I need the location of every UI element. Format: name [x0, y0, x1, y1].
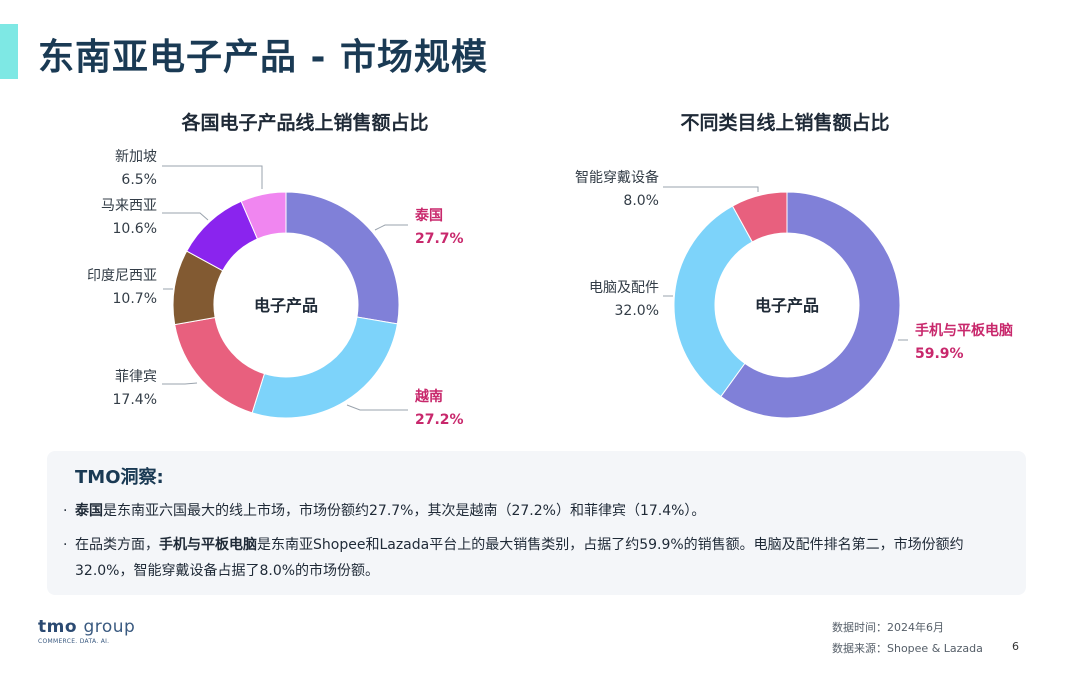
chart1-title: 各国电子产品线上销售额占比 [181, 112, 429, 134]
slice-category-label: 手机与平板电脑 [915, 322, 1013, 339]
bullet-dot: · [63, 503, 68, 519]
slice-value-label: 8.0% [623, 193, 659, 209]
logo-group: group [83, 617, 136, 637]
leader-line [162, 165, 263, 189]
donut-slice-电脑及配件 [673, 205, 753, 398]
data-time-note: 数据时间：2024年6月 [832, 621, 944, 634]
donut-slice-越南 [251, 316, 398, 419]
donut-charts: 电子产品 泰国 27.7% 越南 27.2% 菲律宾 17.4% 印度尼西亚 10.7% 马来西亚… [87, 149, 1013, 428]
slice-value-label: 10.6% [113, 221, 157, 237]
slice-category-label: 泰国 [414, 207, 443, 224]
donut-center-label: 电子产品 [254, 296, 318, 315]
slice-category-label: 菲律宾 [115, 369, 157, 385]
title-accent-bar [0, 24, 18, 79]
insight-bullet: · 泰国是东南亚六国最大的线上市场，市场份额约27.7%，其次是越南（27.2%… [63, 498, 1013, 524]
insight-text: 是东南亚Shopee和Lazada平台上的最大销售类别，占据了约59.9%的销售… [75, 537, 964, 579]
slice-category-label: 越南 [414, 388, 443, 405]
insight-title: TMO洞察: [75, 467, 164, 488]
slice-value-label: 10.7% [113, 291, 157, 307]
page-number: 6 [1012, 640, 1019, 653]
donut-slice-新加坡 [240, 191, 287, 240]
slice-value-label: 27.2% [415, 412, 464, 428]
insight-text: 是东南亚六国最大的线上市场，市场份额约27.7%，其次是越南（27.2%）和菲律… [103, 503, 706, 519]
slice-category-label: 电脑及配件 [589, 280, 659, 296]
chart2-title: 不同类目线上销售额占比 [680, 112, 890, 134]
donut-slice-智能穿戴设备 [731, 191, 788, 243]
logo-tmo: tmo [38, 617, 78, 637]
donut-center-label: 电子产品 [755, 296, 819, 315]
leader-line [374, 224, 408, 231]
donut-slice-泰国 [285, 191, 400, 325]
slice-category-label: 马来西亚 [101, 198, 157, 214]
insight-text: 在品类方面， [75, 537, 159, 553]
insight-bullet: · 在品类方面，手机与平板电脑是东南亚Shopee和Lazada平台上的最大销售… [63, 532, 1013, 584]
logo-tagline: COMMERCE. DATA. AI. [38, 638, 110, 645]
donut-slice-菲律宾 [174, 316, 266, 414]
leader-line [663, 186, 759, 192]
tmo-logo: tmo group COMMERCE. DATA. AI. [38, 617, 135, 645]
leader-line [346, 404, 408, 411]
slice-value-label: 27.7% [415, 231, 464, 247]
insight-keyword: 泰国 [75, 503, 103, 519]
slice-value-label: 6.5% [121, 172, 157, 188]
slice-value-label: 17.4% [113, 392, 157, 408]
leader-line [162, 212, 209, 221]
slice-value-label: 59.9% [915, 346, 964, 362]
data-source-note: 数据来源：Shopee & Lazada [832, 642, 983, 655]
slice-category-label: 智能穿戴设备 [575, 169, 659, 186]
donut-slice-手机与平板电脑 [720, 191, 901, 419]
slice-category-label: 新加坡 [115, 149, 157, 165]
slice-value-label: 32.0% [615, 303, 659, 319]
insight-keyword: 手机与平板电脑 [159, 537, 257, 553]
insight-panel: TMO洞察: · 泰国是东南亚六国最大的线上市场，市场份额约27.7%，其次是越… [47, 451, 1026, 595]
page-title: 东南亚电子产品 - 市场规模 [38, 37, 489, 78]
slice-category-label: 印度尼西亚 [87, 268, 157, 284]
bullet-dot: · [63, 537, 68, 553]
leader-line [162, 382, 198, 385]
